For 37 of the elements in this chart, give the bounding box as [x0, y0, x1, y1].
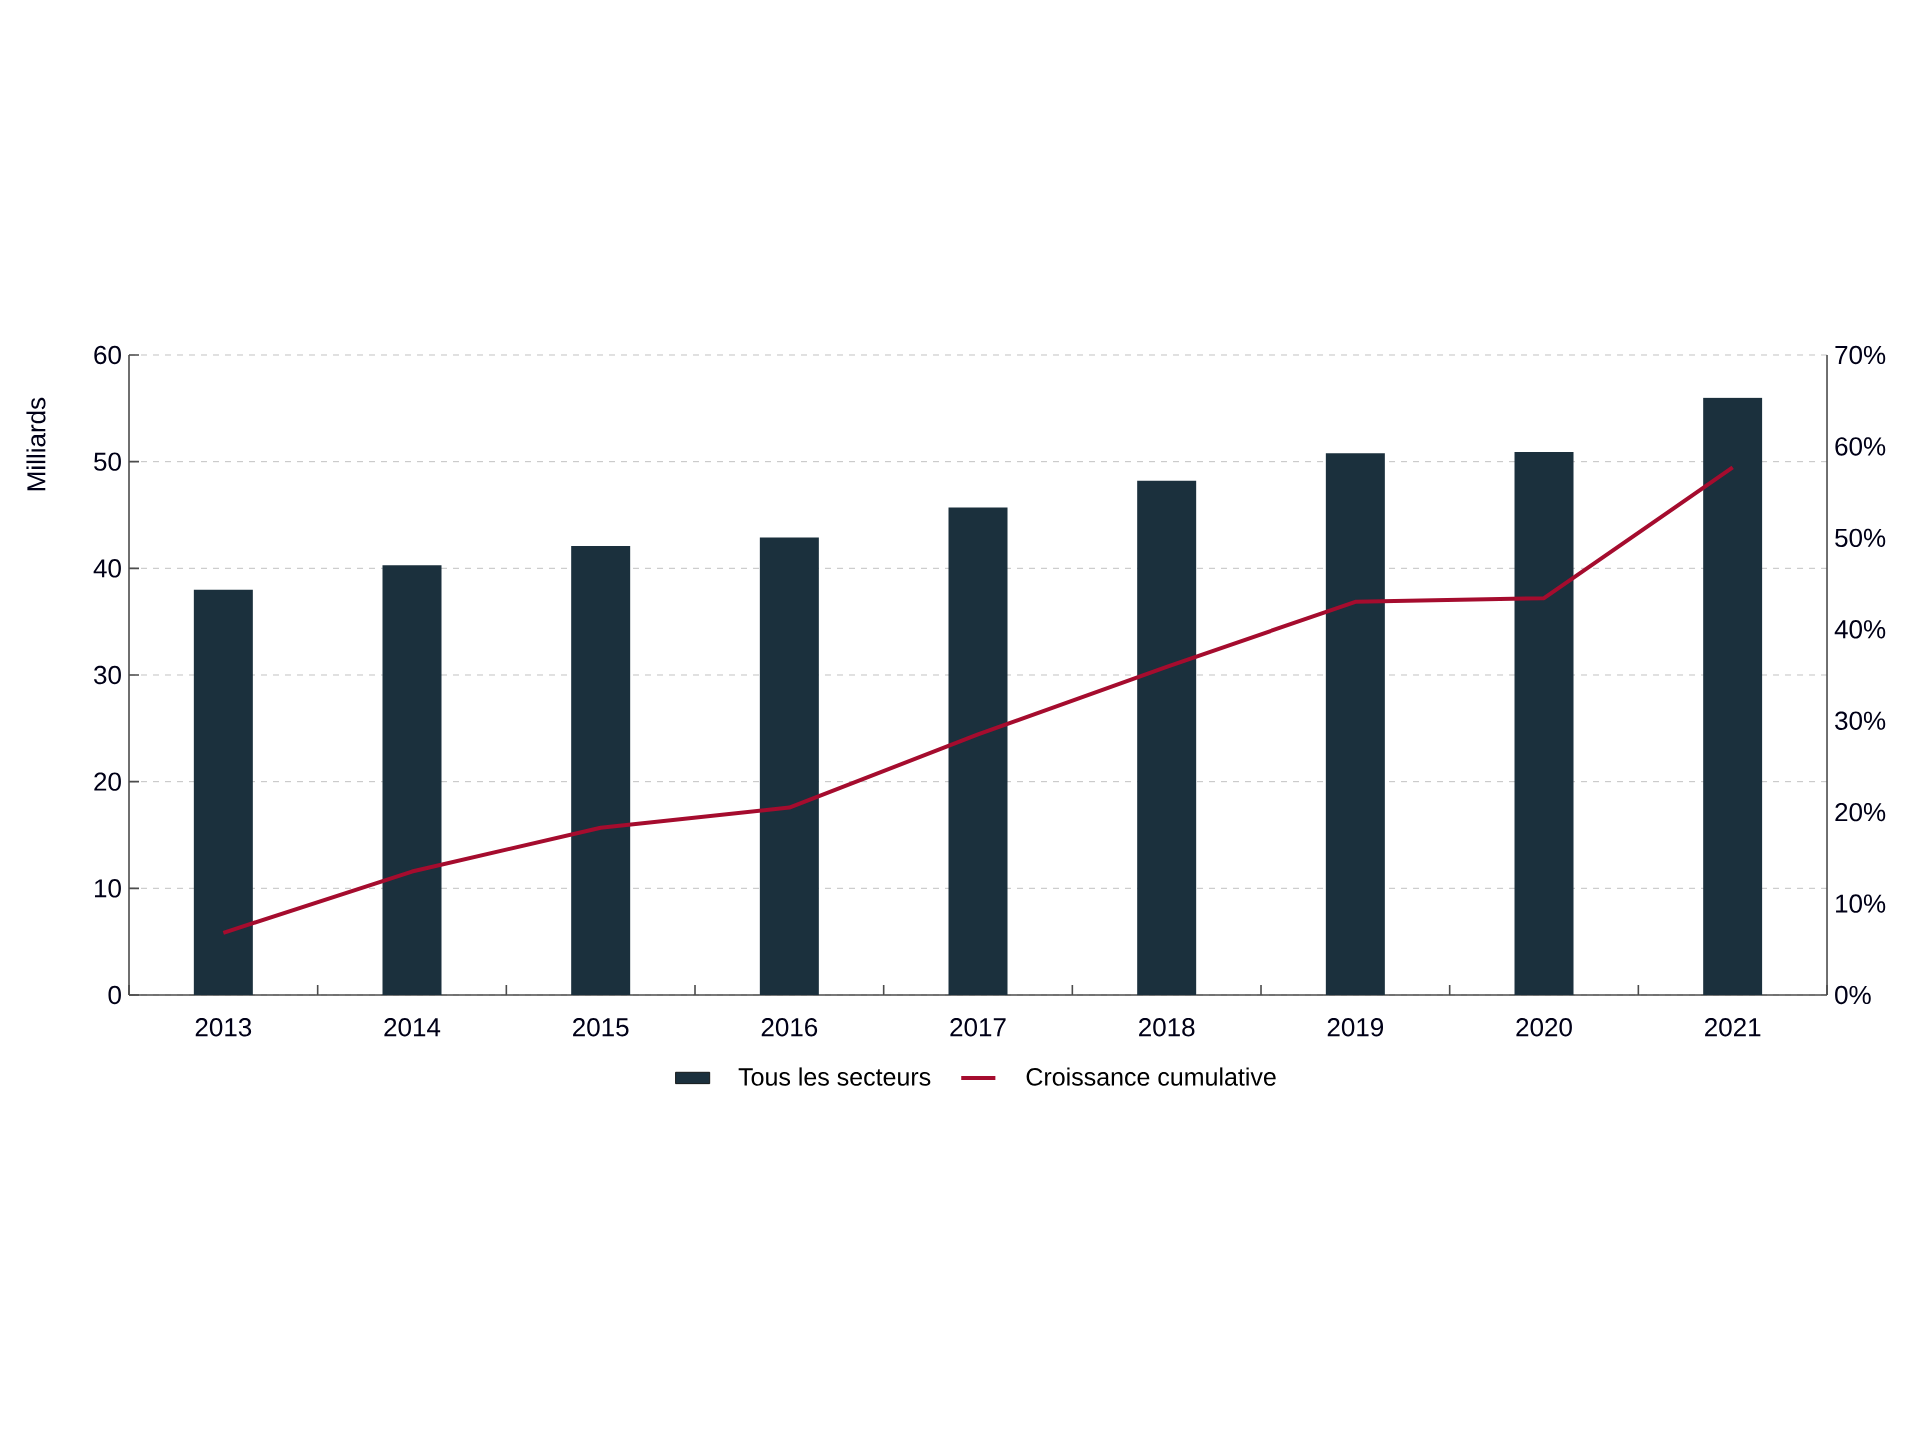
bar [1703, 397, 1763, 995]
y-tick-label: 50 [94, 452, 121, 471]
y2-tick-label: 40% [1834, 620, 1886, 639]
y2-tick-label: 30% [1835, 711, 1886, 730]
y2-tick-label: 70% [1835, 345, 1886, 365]
x-tick-label: 2015 [573, 1018, 629, 1037]
line-series [221, 465, 1735, 935]
x-tick-label: 2017 [950, 1018, 1006, 1037]
x-tick-label: 2013 [195, 1018, 252, 1037]
bar [948, 507, 1008, 995]
y-tick-label: 60 [94, 345, 121, 365]
x-tick-label: 2016 [761, 1018, 818, 1037]
y2-tick-label: 50% [1835, 528, 1886, 548]
y-axis-title: Milliards [26, 397, 46, 491]
bar [759, 537, 819, 995]
y-tick-label: 20 [94, 772, 121, 791]
y-tick-label: 30 [94, 665, 121, 685]
x-tick-label: 2018 [1139, 1018, 1195, 1037]
y-tick-label: 0 [108, 985, 121, 1005]
y2-tick-label: 0% [1835, 985, 1871, 1005]
bar [571, 545, 631, 995]
bar [1137, 480, 1197, 995]
x-tick-label: 2020 [1516, 1018, 1572, 1037]
bar [1325, 453, 1385, 995]
y2-tick-label: 10% [1836, 894, 1886, 913]
x-tick-label: 2019 [1327, 1018, 1384, 1037]
legend-label: Croissance cumulative [1026, 1067, 1276, 1086]
y-tick-label: 40 [93, 559, 121, 578]
bar [1514, 452, 1574, 995]
y2-tick-label: 60% [1835, 437, 1886, 456]
bar [382, 565, 442, 995]
y2-tick-label: 20% [1835, 802, 1886, 822]
x-tick-label: 2021 [1705, 1018, 1761, 1037]
x-tick-label: 2014 [384, 1018, 441, 1037]
bar [193, 589, 253, 995]
y-tick-label: 10 [94, 879, 121, 898]
legend-label: Tous les secteurs [738, 1067, 931, 1086]
